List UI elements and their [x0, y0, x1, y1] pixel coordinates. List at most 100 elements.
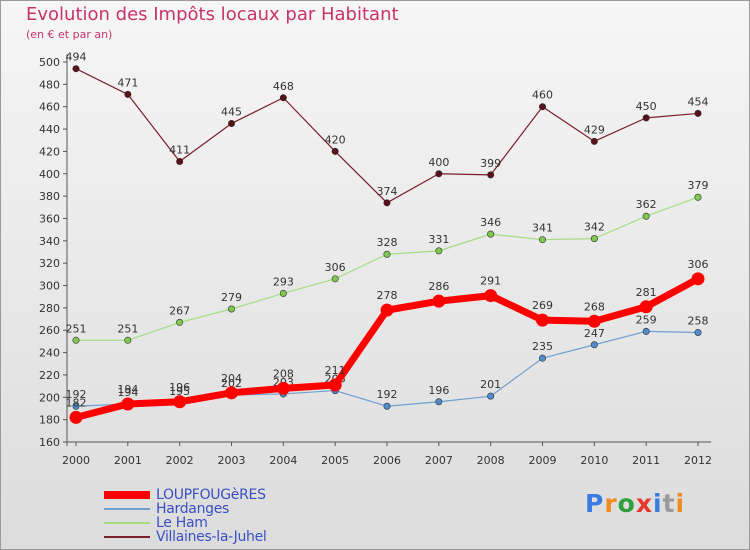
- data-label-le-ham-2004: 293: [273, 275, 294, 288]
- point-le-ham-2002: [176, 318, 184, 326]
- data-label-villaines-la-juhel-2004: 468: [273, 80, 294, 93]
- x-tick-label-2002: 2002: [166, 454, 194, 467]
- point-hardanges-2010: [590, 341, 598, 349]
- x-tick-label-2003: 2003: [218, 454, 246, 467]
- x-tick-label-2000: 2000: [62, 454, 90, 467]
- data-label-hardanges-2006: 192: [377, 388, 398, 401]
- logo-letter: r: [604, 489, 618, 518]
- data-label-villaines-la-juhel-2011: 450: [636, 100, 657, 113]
- point-loupfoug-res-2004: [276, 381, 290, 395]
- x-tick-label-2012: 2012: [684, 454, 712, 467]
- point-villaines-la-juhel-2012: [694, 109, 702, 117]
- chart-title: Evolution des Impôts locaux par Habitant: [26, 4, 399, 25]
- point-villaines-la-juhel-2005: [331, 147, 339, 155]
- y-tick-label-240: 240: [39, 347, 60, 360]
- point-villaines-la-juhel-2004: [279, 94, 287, 102]
- data-label-le-ham-2003: 279: [221, 291, 242, 304]
- logo-letter: i: [653, 489, 663, 518]
- point-hardanges-2006: [383, 402, 391, 410]
- point-villaines-la-juhel-2002: [176, 157, 184, 165]
- x-tick-label-2005: 2005: [321, 454, 349, 467]
- point-villaines-la-juhel-2000: [72, 65, 80, 73]
- data-label-le-ham-2002: 267: [169, 304, 190, 317]
- legend-swatch-hardanges: [104, 507, 150, 510]
- point-le-ham-2011: [642, 212, 650, 220]
- data-label-villaines-la-juhel-2006: 374: [377, 185, 398, 198]
- point-hardanges-2008: [487, 392, 495, 400]
- data-label-loupfoug-res-2002: 196: [169, 381, 190, 394]
- data-label-villaines-la-juhel-2002: 411: [169, 143, 190, 156]
- data-label-hardanges-2008: 201: [480, 378, 501, 391]
- x-tick-label-2011: 2011: [632, 454, 660, 467]
- x-tick-label-2007: 2007: [425, 454, 453, 467]
- point-le-ham-2007: [435, 247, 443, 255]
- point-loupfoug-res-2006: [380, 303, 394, 317]
- legend-item-hardanges: Hardanges: [104, 500, 230, 517]
- data-label-villaines-la-juhel-2005: 420: [325, 133, 346, 146]
- y-tick-label-200: 200: [39, 391, 60, 404]
- point-loupfoug-res-2009: [536, 313, 549, 327]
- data-label-hardanges-2011: 259: [636, 313, 657, 326]
- logo-letter: x: [635, 489, 653, 518]
- data-label-hardanges-2012: 258: [688, 314, 709, 327]
- legend-item-villaines-la-juhel: Villaines-la-Juhel: [104, 529, 267, 545]
- point-loupfoug-res-2012: [691, 272, 705, 286]
- data-label-hardanges-2007: 196: [428, 384, 449, 397]
- data-label-villaines-la-juhel-2009: 460: [532, 89, 553, 102]
- data-label-le-ham-2008: 346: [480, 216, 501, 229]
- point-villaines-la-juhel-2011: [642, 114, 650, 122]
- y-tick-label-220: 220: [39, 369, 60, 382]
- data-label-le-ham-2010: 342: [584, 221, 605, 234]
- data-label-loupfoug-res-2012: 306: [688, 258, 709, 271]
- point-villaines-la-juhel-2008: [487, 171, 495, 179]
- data-label-villaines-la-juhel-2012: 454: [688, 95, 709, 108]
- data-label-villaines-la-juhel-2000: 494: [66, 51, 87, 64]
- y-tick-label-300: 300: [39, 280, 60, 293]
- data-label-loupfoug-res-2004: 208: [273, 367, 294, 380]
- point-le-ham-2005: [331, 275, 339, 283]
- x-tick-label-2009: 2009: [529, 454, 557, 467]
- point-le-ham-2000: [72, 336, 80, 344]
- point-le-ham-2009: [538, 236, 546, 244]
- legend-item-le-ham: Le Ham: [104, 514, 208, 531]
- x-tick-label-2006: 2006: [373, 454, 401, 467]
- data-label-le-ham-2009: 341: [532, 222, 553, 235]
- legend-label-loupfougeres: LOUPFOUGèRES: [156, 486, 266, 503]
- x-tick-label-2010: 2010: [580, 454, 608, 467]
- data-label-le-ham-2005: 306: [325, 261, 346, 274]
- point-villaines-la-juhel-2001: [124, 90, 132, 98]
- point-le-ham-2001: [124, 336, 132, 344]
- proxiti-logo: Proxiti: [585, 489, 685, 518]
- y-tick-label-380: 380: [39, 190, 60, 203]
- data-label-hardanges-2003: 202: [221, 377, 242, 390]
- legend-label-le-ham: Le Ham: [156, 514, 208, 531]
- y-tick-label-320: 320: [39, 257, 60, 270]
- data-label-hardanges-2002: 195: [169, 385, 190, 398]
- point-hardanges-2012: [694, 328, 702, 336]
- legend-swatch-le-ham: [104, 521, 150, 524]
- y-tick-label-460: 460: [39, 101, 60, 114]
- y-tick-label-500: 500: [39, 56, 60, 69]
- data-label-le-ham-2000: 251: [66, 322, 87, 335]
- data-label-hardanges-2009: 235: [532, 340, 553, 353]
- data-label-villaines-la-juhel-2001: 471: [117, 76, 138, 89]
- chart-subtitle: (en € et par an): [26, 28, 113, 41]
- y-tick-label-180: 180: [39, 414, 60, 427]
- data-label-villaines-la-juhel-2007: 400: [428, 156, 449, 169]
- point-villaines-la-juhel-2007: [435, 170, 443, 178]
- point-loupfoug-res-2011: [639, 300, 653, 314]
- logo-letter: t: [662, 489, 676, 518]
- point-hardanges-2011: [642, 327, 650, 335]
- logo-letter: i: [675, 489, 686, 518]
- point-loupfoug-res-2005: [328, 378, 342, 392]
- data-label-hardanges-2010: 247: [584, 327, 605, 340]
- data-label-loupfoug-res-2001: 194: [117, 383, 138, 396]
- point-le-ham-2004: [279, 289, 287, 297]
- logo-letter: o: [617, 489, 636, 518]
- y-tick-label-280: 280: [39, 302, 60, 315]
- logo-letter: P: [585, 489, 605, 518]
- point-le-ham-2006: [383, 250, 391, 258]
- data-label-loupfoug-res-2009: 269: [532, 299, 553, 312]
- data-label-loupfoug-res-2006: 278: [377, 289, 398, 302]
- legend-label-hardanges: Hardanges: [156, 500, 230, 517]
